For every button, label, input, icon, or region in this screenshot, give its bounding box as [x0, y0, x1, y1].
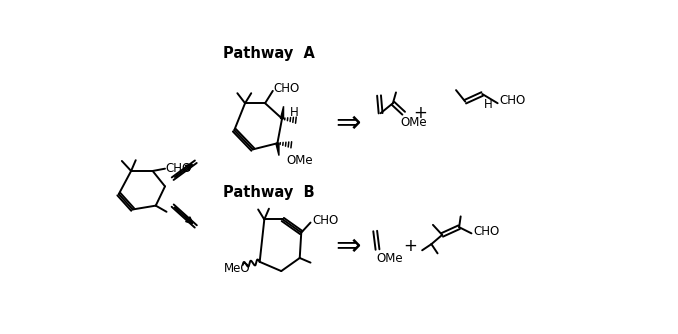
Text: OMe: OMe [401, 116, 427, 129]
Text: MeO: MeO [224, 262, 251, 275]
Text: ⇒: ⇒ [336, 232, 361, 261]
Polygon shape [276, 143, 279, 156]
Text: Pathway  B: Pathway B [223, 185, 315, 200]
Text: ⇒: ⇒ [336, 109, 361, 138]
Text: CHO: CHO [165, 162, 192, 175]
Polygon shape [281, 106, 283, 119]
Text: CHO: CHO [312, 214, 338, 227]
Text: CHO: CHO [273, 82, 300, 95]
Text: CHO: CHO [473, 224, 499, 237]
Text: OMe: OMe [287, 154, 313, 167]
Text: OMe: OMe [376, 252, 403, 265]
Text: H: H [290, 106, 298, 119]
Text: CHO: CHO [499, 94, 525, 107]
Text: +: + [403, 237, 417, 256]
Text: +: + [413, 104, 426, 122]
Text: Pathway  A: Pathway A [223, 46, 315, 61]
Text: H: H [484, 98, 492, 111]
